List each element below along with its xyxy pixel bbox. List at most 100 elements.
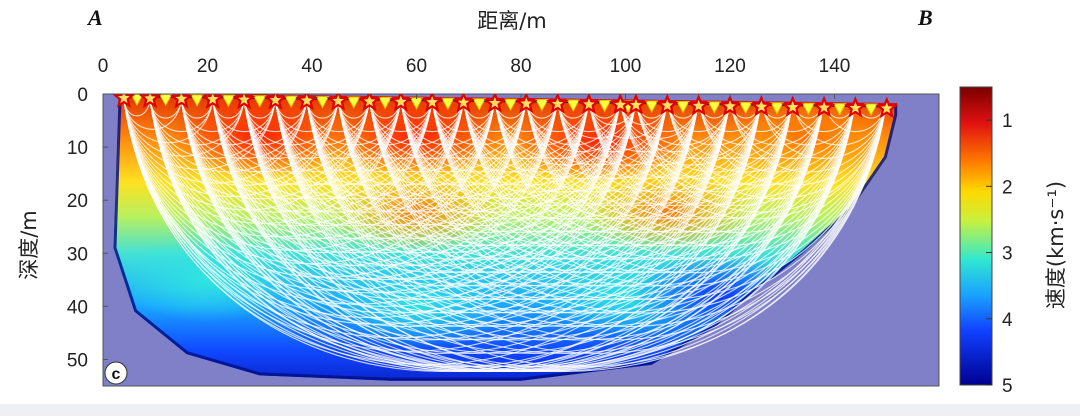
ray-path xyxy=(243,99,700,300)
ray-path xyxy=(306,99,465,173)
ray-path xyxy=(431,99,856,287)
panel-label-badge xyxy=(104,361,128,385)
ray-path xyxy=(180,99,276,146)
ray-path xyxy=(149,99,308,173)
ray-path xyxy=(557,99,637,139)
source-marker xyxy=(624,94,648,115)
ray-path xyxy=(368,99,731,260)
receiver-marker xyxy=(503,98,518,112)
ray-path xyxy=(180,99,245,133)
ray-path xyxy=(494,99,888,274)
source-marker xyxy=(452,94,475,113)
x-tick-label: 60 xyxy=(406,56,427,77)
ray-path xyxy=(180,99,308,159)
ray-path xyxy=(337,99,700,260)
ray-path xyxy=(400,99,465,133)
y-tick-label: 40 xyxy=(67,297,88,318)
ray-path xyxy=(431,99,700,220)
ray-path xyxy=(494,99,825,247)
ray-path xyxy=(212,99,371,173)
ray-path xyxy=(698,99,825,159)
ray-path xyxy=(212,99,402,186)
ray-path xyxy=(729,99,888,173)
ray-path xyxy=(400,99,825,287)
ray-path xyxy=(400,99,559,173)
ray-path xyxy=(243,99,308,133)
ray-path xyxy=(337,99,825,314)
plot-area xyxy=(103,94,939,386)
source-marker xyxy=(718,94,742,116)
ray-path xyxy=(635,99,825,186)
receiver-marker xyxy=(566,99,581,113)
ray-path xyxy=(306,99,856,341)
ray-path xyxy=(462,99,621,173)
ray-path xyxy=(274,99,888,368)
x-tick-label: 100 xyxy=(610,56,642,77)
ray-path xyxy=(431,99,637,193)
source-marker xyxy=(264,94,287,110)
x-tick-label: 0 xyxy=(98,56,109,77)
ray-path xyxy=(431,99,590,173)
corner-label-a: A xyxy=(86,5,103,30)
ray-path xyxy=(368,99,465,146)
ray-path xyxy=(462,99,762,233)
ray-path xyxy=(760,99,856,146)
x-tick-label: 40 xyxy=(301,56,322,77)
ray-path xyxy=(274,99,465,186)
source-marker xyxy=(358,94,381,112)
receiver-marker xyxy=(190,94,204,107)
source-marker xyxy=(546,94,569,114)
ray-path xyxy=(400,99,527,159)
ray-path xyxy=(431,99,559,159)
ray-path xyxy=(525,99,856,247)
ray-path xyxy=(337,99,465,159)
receiver-marker xyxy=(346,96,361,110)
ray-path xyxy=(400,99,888,314)
source-marker xyxy=(577,94,601,115)
ray-path xyxy=(368,99,700,247)
source-marker xyxy=(781,95,805,117)
ray-path xyxy=(274,99,825,341)
ray-path xyxy=(494,99,621,159)
ray-path xyxy=(274,99,433,173)
source-marker xyxy=(201,94,225,109)
receiver-marker xyxy=(441,97,455,111)
source-marker xyxy=(112,94,136,108)
receiver-marker xyxy=(707,101,722,114)
ray-path xyxy=(666,99,794,159)
x-tick-label: 140 xyxy=(819,56,851,77)
ray-path xyxy=(306,99,888,354)
ray-path xyxy=(698,99,888,186)
receiver-marker xyxy=(832,103,847,116)
x-ticks: 0 20 40 60 80 100 120 140 xyxy=(98,56,851,99)
y-tick-label: 50 xyxy=(67,350,88,371)
station-markers xyxy=(112,94,899,119)
ray-path xyxy=(149,99,559,280)
x-axis-label: 距离/m xyxy=(477,9,547,33)
ray-path xyxy=(431,99,825,274)
ray-path xyxy=(149,99,276,159)
source-marker xyxy=(483,94,507,113)
y-tick-label: 30 xyxy=(67,244,88,265)
ray-path xyxy=(462,99,527,133)
ray-path xyxy=(400,99,762,260)
ray-path xyxy=(149,99,214,133)
ray-path xyxy=(123,99,308,184)
ray-path xyxy=(243,99,731,314)
ray-path xyxy=(337,99,888,341)
receiver-marker xyxy=(378,96,392,110)
ray-path xyxy=(525,99,888,260)
bottom-strip xyxy=(0,404,1080,416)
source-marker xyxy=(750,94,773,117)
ray-path xyxy=(525,99,762,207)
ray-path xyxy=(431,99,794,260)
ray-path xyxy=(619,99,856,207)
ray-path xyxy=(698,99,856,173)
ray-path xyxy=(306,99,496,186)
ray-path xyxy=(243,99,794,341)
ray-path xyxy=(635,99,762,159)
ray-path xyxy=(462,99,856,274)
receiver-marker xyxy=(252,95,267,108)
source-marker xyxy=(812,95,836,118)
x-tick-label: 80 xyxy=(510,56,531,77)
